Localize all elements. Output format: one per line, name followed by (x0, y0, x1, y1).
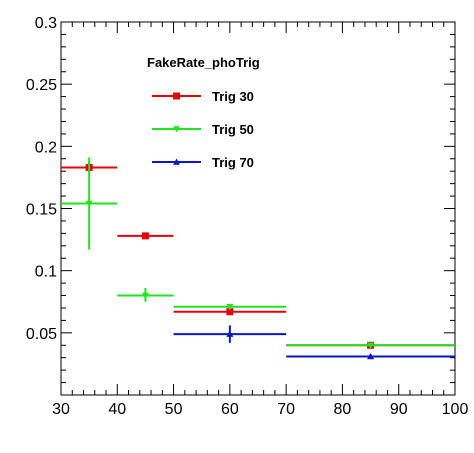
plot-frame (60, 21, 456, 396)
data-series (61, 157, 455, 360)
series-trig-70 (173, 325, 455, 360)
legend-marker (173, 158, 180, 165)
legend: FakeRate_phoTrig Trig 30 Trig 50 Trig 70 (147, 55, 260, 170)
legend-label: Trig 70 (212, 155, 254, 170)
axis-ticks (60, 21, 456, 396)
x-tick-label: 40 (108, 401, 126, 418)
data-point (226, 303, 234, 311)
legend-marker (173, 92, 180, 100)
y-tick-label: 0.05 (26, 326, 57, 343)
data-point (141, 232, 149, 240)
y-tick-label: 0.1 (35, 264, 57, 281)
x-tick-label: 60 (221, 401, 239, 418)
legend-label: Trig 30 (212, 89, 254, 104)
axis-tick-labels: 30 40 50 60 70 80 90 100 0.05 0.1 0.15 0.2 0.25 0.3 (26, 15, 469, 418)
x-tick-label: 100 (442, 401, 469, 418)
legend-entry: Trig 30 (152, 89, 254, 104)
series-trig-50 (61, 157, 455, 349)
data-point (141, 292, 149, 300)
legend-title: FakeRate_phoTrig (147, 55, 260, 70)
data-point (367, 352, 375, 360)
x-tick-label: 50 (165, 401, 183, 418)
x-tick-label: 30 (52, 401, 70, 418)
x-tick-label: 70 (277, 401, 295, 418)
y-tick-label: 0.15 (26, 202, 57, 219)
data-point (367, 342, 375, 349)
legend-label: Trig 50 (212, 122, 254, 137)
x-tick-label: 90 (390, 401, 408, 418)
y-tick-label: 0.3 (35, 15, 57, 32)
x-tick-label: 80 (334, 401, 352, 418)
legend-marker (173, 126, 180, 133)
y-tick-label: 0.25 (26, 77, 57, 94)
data-point (226, 308, 234, 316)
data-point (85, 200, 93, 208)
legend-entry: Trig 50 (152, 122, 254, 137)
data-point (226, 330, 234, 337)
series-trig-30 (61, 162, 455, 349)
legend-entry: Trig 70 (152, 155, 254, 170)
y-tick-label: 0.2 (35, 139, 57, 156)
